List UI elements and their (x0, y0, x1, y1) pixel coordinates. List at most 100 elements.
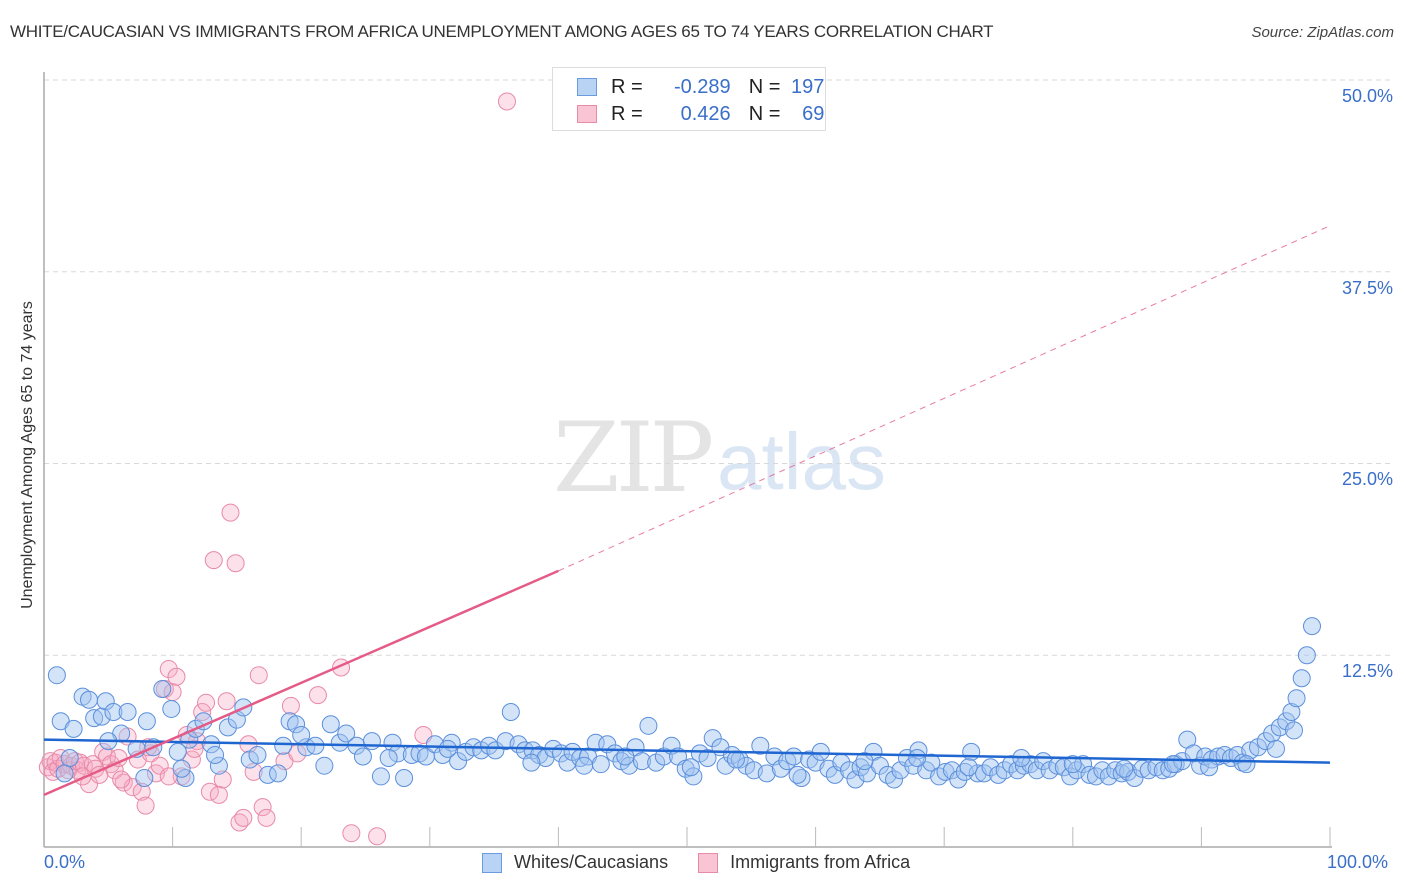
data-point (204, 551, 223, 570)
blue-swatch-icon (577, 78, 597, 96)
data-point (885, 770, 904, 789)
series-whites-caucasians-points (47, 617, 1321, 789)
data-point (855, 752, 874, 771)
data-point (193, 703, 212, 722)
data-point (1292, 669, 1311, 688)
data-point (501, 703, 520, 722)
data-point (497, 92, 516, 111)
gridlines (44, 79, 1392, 656)
data-point (1256, 732, 1275, 751)
data-point (281, 696, 300, 715)
y-tick-12-5: 12.5% (1341, 661, 1393, 681)
data-point (959, 758, 978, 777)
data-point (438, 739, 457, 758)
data-point (1284, 721, 1303, 740)
data-point (949, 770, 968, 789)
data-point (757, 764, 776, 783)
data-point (253, 798, 272, 817)
trendline-immigrants-extension (558, 225, 1331, 572)
data-point (771, 759, 790, 778)
data-point (1277, 712, 1296, 731)
data-point (209, 756, 228, 775)
data-point (1200, 758, 1219, 777)
legend-label: Whites/Caucasians (514, 852, 669, 872)
legend-item-whites[interactable]: Whites/Caucasians (482, 852, 668, 873)
data-point (681, 758, 700, 777)
data-point (1287, 689, 1306, 708)
data-point (321, 715, 340, 734)
watermark-zip: ZIP (553, 402, 714, 514)
legend-item-immigrants[interactable]: Immigrants from Africa (698, 852, 910, 873)
data-point (162, 699, 181, 718)
data-point (218, 718, 237, 737)
data-point (591, 755, 610, 774)
legend-label: Immigrants from Africa (730, 852, 911, 872)
data-point (522, 753, 541, 772)
data-point (269, 764, 288, 783)
data-point (47, 666, 66, 685)
data-point (136, 796, 155, 815)
y-tick-50: 50.0% (1341, 86, 1393, 106)
data-point (922, 753, 941, 772)
data-point (249, 666, 268, 685)
trendline-immigrants (43, 569, 559, 796)
data-point (197, 693, 216, 712)
data-point (202, 735, 221, 754)
data-point (112, 770, 131, 789)
data-point (213, 770, 232, 789)
data-point (1297, 646, 1316, 665)
data-point (486, 741, 505, 760)
y-tick-25: 25.0% (1341, 469, 1393, 489)
data-point (80, 690, 99, 709)
data-point (371, 767, 390, 786)
data-point (840, 761, 859, 780)
data-point (221, 503, 240, 522)
data-point (698, 749, 717, 768)
data-point (1115, 759, 1134, 778)
data-point (1063, 755, 1082, 774)
data-point (248, 745, 267, 764)
data-point (353, 747, 372, 766)
data-point (60, 749, 79, 768)
data-point (981, 758, 1000, 777)
data-point (616, 747, 635, 766)
data-point (479, 736, 498, 755)
data-point (751, 736, 770, 755)
data-point (257, 808, 276, 827)
chart-legend: Whites/Caucasians Immigrants from Africa (482, 852, 940, 873)
data-point (726, 750, 745, 769)
y-axis-label: Unemployment Among Ages 65 to 74 years (19, 301, 36, 609)
data-point (908, 749, 927, 768)
data-point (132, 782, 151, 801)
data-point (342, 824, 361, 843)
data-point (379, 749, 398, 768)
source-label: Source: ZipAtlas.com (1251, 24, 1394, 41)
data-point (92, 707, 111, 726)
data-point (234, 808, 253, 827)
data-point (1027, 761, 1046, 780)
data-point (104, 703, 123, 722)
y-tick-37-5: 37.5% (1341, 278, 1393, 298)
data-point (206, 745, 225, 764)
data-point (395, 768, 414, 787)
data-point (575, 756, 594, 775)
data-point (1282, 703, 1301, 722)
trendlines (43, 225, 1331, 796)
data-point (784, 747, 803, 766)
data-point (217, 692, 236, 711)
r-value: -0.289 (673, 75, 731, 98)
data-point (639, 716, 658, 735)
data-point (788, 765, 807, 784)
data-point (226, 554, 245, 573)
r-label: R = (611, 102, 643, 125)
data-point (1074, 755, 1093, 774)
data-point (308, 686, 327, 705)
data-point (168, 742, 187, 761)
data-point (811, 742, 830, 761)
data-point (85, 709, 104, 728)
data-point (172, 759, 191, 778)
stats-row-whites: R = -0.289 N = 197 (577, 74, 824, 100)
n-label: N = (748, 75, 781, 98)
data-point (182, 750, 201, 769)
data-point (1164, 755, 1183, 774)
